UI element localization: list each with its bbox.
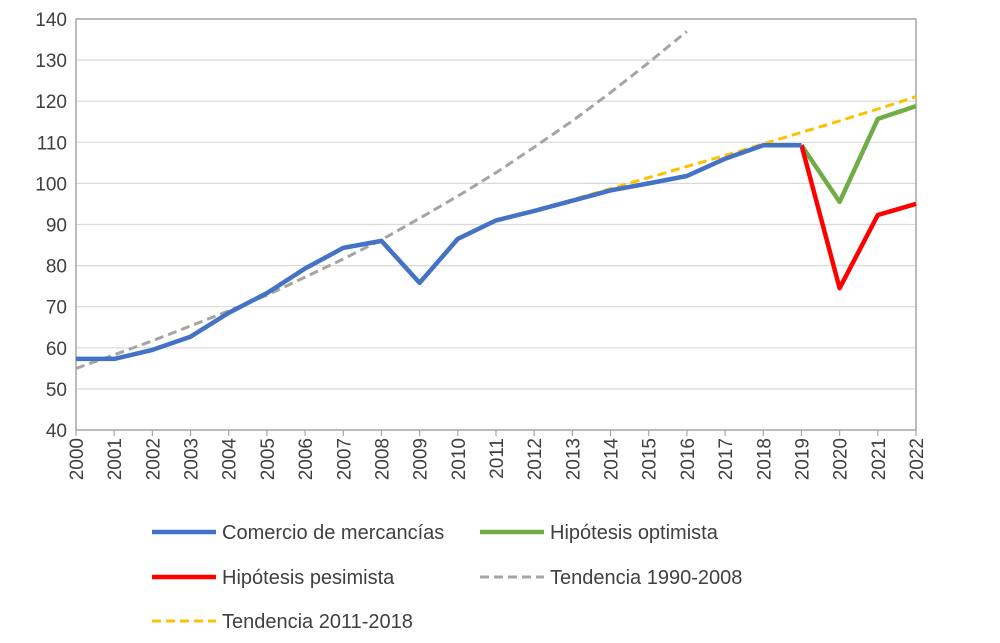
x-tick-label: 2006 bbox=[296, 438, 317, 480]
legend: Comercio de mercancías Hipótesis optimist… bbox=[152, 522, 742, 633]
x-axis-tick-labels: 2000 2001 2002 2003 2004 2005 2006 2007 2008 2009… bbox=[67, 438, 928, 481]
x-tick-label: 2013 bbox=[563, 438, 584, 480]
y-tick-label: 110 bbox=[37, 133, 67, 154]
x-tick-label: 2008 bbox=[372, 438, 393, 480]
series-line-hipotesis-optimista bbox=[799, 103, 917, 205]
series-line-hipotesis-pesimista bbox=[799, 144, 917, 291]
x-tick-label: 2017 bbox=[716, 438, 737, 480]
x-tick-label: 2018 bbox=[754, 438, 775, 480]
legend-label: Comercio de mercancías bbox=[222, 522, 444, 544]
x-tick-label: 2003 bbox=[182, 438, 203, 480]
series-lines bbox=[75, 30, 917, 370]
x-tick-label: 2000 bbox=[67, 438, 88, 480]
legend-label: Tendencia 2011-2018 bbox=[222, 611, 413, 633]
y-tick-label: 90 bbox=[46, 216, 67, 237]
y-tick-label: 80 bbox=[46, 257, 67, 278]
y-tick-label: 130 bbox=[35, 51, 67, 72]
y-tick-label: 100 bbox=[35, 174, 67, 195]
y-tick-label: 140 bbox=[35, 10, 67, 31]
x-tick-label: 2014 bbox=[602, 438, 623, 481]
x-tick-label: 2015 bbox=[640, 438, 661, 480]
x-tick-label: 2010 bbox=[449, 438, 470, 480]
x-tick-label: 2005 bbox=[258, 438, 279, 480]
y-tick-label: 120 bbox=[35, 92, 67, 113]
x-tick-label: 2022 bbox=[907, 438, 928, 480]
series-line-tendencia-1990-2008 bbox=[75, 30, 688, 370]
y-tick-label: 60 bbox=[46, 339, 67, 360]
y-tick-label: 50 bbox=[46, 380, 67, 401]
x-tick-label: 2001 bbox=[105, 438, 126, 480]
x-tick-label: 2012 bbox=[525, 438, 546, 480]
legend-label: Tendencia 1990-2008 bbox=[550, 567, 742, 589]
x-tick-label: 2007 bbox=[334, 438, 355, 480]
gridlines bbox=[75, 18, 917, 436]
series-line-comercio-de-mercancias bbox=[76, 142, 802, 362]
x-tick-label: 2011 bbox=[487, 438, 508, 479]
x-tick-label: 2021 bbox=[869, 438, 890, 480]
x-tick-label: 2019 bbox=[792, 438, 813, 480]
x-tick-label: 2002 bbox=[143, 438, 164, 480]
legend-label: Hipótesis optimista bbox=[550, 522, 719, 544]
x-tick-label: 2009 bbox=[411, 438, 432, 480]
legend-label: Hipótesis pesimista bbox=[222, 567, 395, 589]
x-tick-label: 2004 bbox=[220, 438, 241, 481]
x-tick-label: 2016 bbox=[678, 438, 699, 480]
y-tick-label: 70 bbox=[46, 298, 67, 319]
y-axis-tick-labels: 40 50 60 70 80 90 100 110 120 130 140 bbox=[35, 10, 67, 442]
y-tick-label: 40 bbox=[46, 421, 67, 442]
x-tick-label: 2020 bbox=[831, 438, 852, 480]
